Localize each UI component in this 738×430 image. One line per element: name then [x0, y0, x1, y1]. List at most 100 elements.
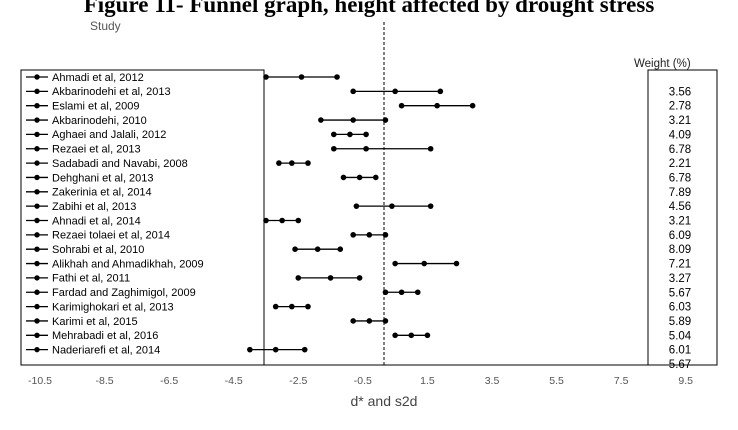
ci-upper-marker [382, 117, 389, 123]
weight-value: 7.89 [669, 187, 691, 199]
legend-marker [34, 346, 40, 353]
study-row: Ahnadi et al, 2014 [26, 215, 302, 227]
ci-lower-marker [331, 145, 337, 152]
effect-estimate-point [389, 203, 395, 209]
study-label: Zakerinia et al, 2014 [52, 187, 152, 199]
study-row: Alikhah and Ahmadikhah, 2009 [26, 258, 460, 270]
weight-value: 5.04 [669, 330, 692, 342]
study-header: Study [90, 19, 121, 33]
effect-estimate-point [298, 74, 305, 80]
study-label: Rezaei tolaei et al, 2014 [52, 230, 170, 242]
ci-lower-marker [247, 346, 253, 353]
ci-upper-marker [363, 131, 369, 138]
ci-lower-marker [292, 246, 298, 252]
study-label: Dehghani et al, 2013 [52, 172, 154, 184]
study-row: Zabihi et al, 2013 [26, 201, 434, 213]
x-tick-label: -2.5 [289, 375, 307, 387]
effect-estimate-point [408, 332, 415, 339]
weight-value: 3.21 [669, 216, 691, 228]
effect-estimate-point [421, 260, 428, 267]
ci-lower-marker [392, 260, 398, 267]
x-tick-label: 1.5 [420, 375, 435, 387]
effect-estimate-point [347, 131, 353, 138]
legend-marker [34, 260, 40, 267]
x-tick-label: 9.5 [678, 375, 693, 387]
legend-marker [34, 275, 40, 281]
legend-marker [34, 117, 40, 123]
effect-estimate-point [363, 145, 369, 152]
study-label: Rezaei et al, 2013 [52, 144, 141, 156]
weight-value: 2.21 [669, 158, 691, 170]
study-label: Akbarinodehi et al, 2013 [52, 86, 171, 98]
effect-estimate-point [366, 232, 373, 238]
study-label: Alikhah and Ahmadikhah, 2009 [52, 258, 204, 270]
weight-value: 4.56 [669, 201, 691, 213]
weight-value: 6.78 [669, 144, 691, 156]
weight-value: 6.09 [669, 230, 691, 242]
figure-title: Figure 11- Funnel graph, height affected… [83, 0, 655, 17]
ci-upper-marker [424, 332, 431, 339]
legend-marker [34, 88, 40, 95]
study-row: Sadabadi and Navabi, 2008 [26, 158, 311, 170]
study-label: Ahmadi et al, 2012 [52, 72, 144, 84]
x-tick-label: -8.5 [96, 375, 114, 387]
ci-upper-marker [382, 318, 389, 324]
study-row: Mehrabadi et al, 2016 [26, 330, 431, 342]
study-label: Karimighokari et al, 2013 [52, 301, 174, 313]
effect-estimate-point [289, 303, 295, 310]
ci-lower-marker [272, 303, 279, 310]
study-label: Sohrabi et al, 2010 [52, 244, 144, 256]
effect-estimate-point [398, 289, 405, 296]
ci-upper-marker [305, 303, 311, 310]
ci-upper-marker [427, 145, 434, 152]
effect-estimate-point [392, 88, 398, 95]
x-tick-label: -4.5 [225, 375, 243, 387]
ci-upper-marker [356, 275, 363, 281]
effect-estimate-point [327, 275, 334, 281]
ci-lower-marker [263, 217, 269, 224]
weight-value: 6.03 [669, 302, 691, 314]
study-row: Aghaei and Jalali, 2012 [26, 129, 369, 141]
ci-lower-marker [350, 88, 356, 95]
study-row: Dehghani et al, 2013 [26, 172, 379, 184]
ci-upper-marker [372, 174, 379, 181]
x-tick-label: 7.5 [614, 375, 629, 387]
study-row: Eslami et al, 2009 [26, 101, 476, 113]
study-label: Mehrabadi et al, 2016 [52, 330, 158, 342]
ci-upper-marker [382, 232, 389, 238]
effect-estimate-point [289, 160, 295, 166]
ci-upper-marker [337, 246, 344, 252]
ci-upper-marker [414, 289, 421, 296]
study-label: Aghaei and Jalali, 2012 [52, 129, 166, 141]
weight-value: 6.01 [669, 345, 691, 357]
study-label: Fardad and Zaghimigol, 2009 [52, 287, 196, 299]
legend-marker [34, 160, 40, 166]
study-row: Akbarinodehi, 2010 [26, 115, 389, 127]
study-label: Fathi et al, 2011 [52, 273, 130, 285]
effect-estimate-point [366, 318, 373, 324]
legend-marker [34, 174, 40, 181]
weight-value: 3.27 [669, 273, 691, 285]
weight-value: 5.89 [669, 316, 691, 328]
weight-value: 6.78 [669, 172, 691, 184]
ci-lower-marker [350, 318, 356, 324]
study-label: Eslami et al, 2009 [52, 101, 139, 113]
x-tick-label: -0.5 [354, 375, 372, 387]
study-row: Naderiarefi et al, 2014 [26, 344, 308, 356]
ci-lower-marker [295, 275, 302, 281]
effect-estimate-point [279, 217, 285, 224]
study-row: Fathi et al, 2011 [26, 273, 363, 285]
x-tick-label: 5.5 [549, 375, 564, 387]
study-row: Karimi et al, 2015 [26, 316, 389, 328]
legend-marker [34, 246, 40, 252]
ci-lower-marker [318, 117, 324, 123]
effect-estimate-point [434, 102, 440, 109]
ci-upper-marker [295, 217, 302, 224]
legend-marker [34, 303, 40, 310]
study-row: Ahmadi et al, 2012 [26, 72, 340, 84]
weight-value: 3.56 [669, 86, 691, 98]
weight-value: 4.09 [669, 129, 691, 141]
weight-value: 3.21 [669, 115, 691, 127]
ci-upper-marker [437, 88, 444, 95]
ci-lower-marker [398, 102, 405, 109]
